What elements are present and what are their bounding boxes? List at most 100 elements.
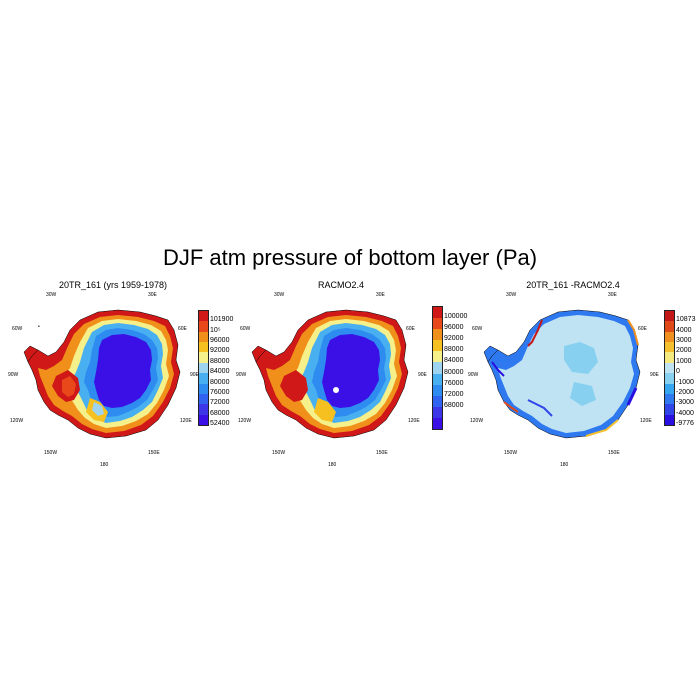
- colorbar-swatch: [665, 393, 674, 405]
- colorbar-label: -9776: [676, 420, 694, 427]
- colorbar-swatch: [199, 342, 208, 353]
- colorbar-label: 100000: [444, 313, 468, 321]
- colorbar-label: 52400: [210, 420, 230, 427]
- lon-label: 30E: [608, 292, 617, 298]
- colorbar-swatch: [199, 311, 208, 322]
- lon-label: 150E: [608, 450, 620, 456]
- lon-label: 90E: [190, 372, 199, 378]
- colorbar-swatch: [433, 318, 442, 330]
- colorbar-label: 80000: [444, 368, 464, 376]
- lon-label: 120W: [470, 418, 484, 424]
- lon-label: 120W: [238, 418, 252, 424]
- colorbar-label: 84000: [444, 357, 464, 365]
- colorbar-label: 84000: [210, 368, 230, 376]
- colorbar-swatch: [665, 311, 674, 322]
- lon-label: 60E: [178, 326, 187, 332]
- colorbar-label: 3000: [676, 337, 692, 345]
- lon-label: 60W: [472, 326, 483, 332]
- colorbar-swatch: [433, 362, 442, 374]
- panel-model: 20TR_161 (yrs 1959-1978) • 30W 30E 60W 6…: [8, 276, 234, 468]
- panel-racmo: RACMO2.4 30W 30E 60W 60E 90W 90E 120W 12…: [236, 276, 467, 468]
- colorbar-swatch: [665, 383, 674, 394]
- colorbar-swatch: [199, 373, 208, 384]
- colorbar-swatch: [199, 321, 208, 332]
- lon-label: 60W: [12, 326, 23, 332]
- colorbar-label: -4000: [676, 409, 694, 417]
- colorbar-label: -2000: [676, 388, 694, 396]
- lon-label: 180: [560, 462, 569, 468]
- colorbar-label: 101900: [210, 316, 234, 324]
- colorbar-label: 96000: [444, 324, 464, 332]
- lon-label: 60E: [406, 326, 415, 332]
- colorbar-label: 88000: [444, 346, 464, 354]
- colorbar-swatches: [664, 310, 675, 426]
- colorbar-swatch: [665, 352, 674, 363]
- lon-label: 90W: [236, 372, 247, 378]
- lon-label: 180: [100, 462, 109, 468]
- colorbar-swatch: [433, 373, 442, 385]
- colorbar-swatch: [433, 395, 442, 407]
- colorbar-swatch: [433, 417, 442, 429]
- lon-label: 120E: [180, 418, 192, 424]
- colorbar-swatch: [199, 331, 208, 343]
- colorbar-label: 2000: [676, 347, 692, 355]
- colorbar-swatch: [199, 414, 208, 425]
- colorbar-label: 72000: [210, 399, 230, 407]
- colorbar-swatch: [433, 406, 442, 418]
- lon-label: 150W: [272, 450, 286, 456]
- antarctica-map-model: •: [23, 309, 181, 439]
- lon-label: 150E: [376, 450, 388, 456]
- colorbar-label: 80000: [210, 378, 230, 386]
- lon-label: 30W: [506, 292, 517, 298]
- panel-title: 20TR_161 -RACMO2.4: [526, 280, 620, 290]
- lon-label: 30E: [376, 292, 385, 298]
- svg-text:•: •: [38, 324, 40, 330]
- panel-difference: 20TR_161 -RACMO2.4 30W 30E 60W 60E 90W 9…: [468, 276, 696, 468]
- colorbar-label: 88000: [210, 357, 230, 365]
- lon-label: 90W: [468, 372, 479, 378]
- lon-label: 180: [328, 462, 337, 468]
- lon-label: 90E: [650, 372, 659, 378]
- colorbar-label: 68000: [444, 401, 464, 409]
- colorbar-swatch: [199, 383, 208, 394]
- lon-label: 60E: [638, 326, 647, 332]
- lon-label: 120W: [10, 418, 24, 424]
- colorbar-swatch: [433, 340, 442, 352]
- lon-label: 150E: [148, 450, 160, 456]
- colorbar-label: 96000: [210, 337, 230, 345]
- colorbar-swatch: [199, 393, 208, 405]
- colorbar-label: 76000: [210, 388, 230, 396]
- colorbar-label: 1000: [676, 357, 692, 365]
- lon-label: 30E: [148, 292, 157, 298]
- colorbar-swatches: [198, 310, 209, 426]
- colorbar-label: 92000: [444, 335, 464, 343]
- colorbar-swatch: [433, 307, 442, 319]
- colorbar-swatch: [199, 352, 208, 363]
- colorbar-swatch: [665, 331, 674, 343]
- colorbar-label: 0: [676, 368, 680, 376]
- colorbar-swatch: [433, 384, 442, 396]
- colorbar-swatch: [199, 404, 208, 415]
- colorbar-swatch: [665, 404, 674, 415]
- colorbar-label: 68000: [210, 409, 230, 417]
- colorbar-label: 76000: [444, 379, 464, 387]
- colorbar-label: 92000: [210, 347, 230, 355]
- lon-label: 120E: [640, 418, 652, 424]
- colorbar-label: -1000: [676, 378, 694, 386]
- lon-label: 60W: [240, 326, 251, 332]
- colorbar-swatch: [665, 414, 674, 425]
- map-fill: [251, 309, 409, 439]
- colorbar-swatch: [665, 373, 674, 384]
- map-fill: [23, 309, 181, 439]
- colorbar-swatches: [432, 306, 443, 430]
- antarctica-map-racmo: [251, 309, 409, 439]
- panel-title: RACMO2.4: [317, 280, 364, 290]
- colorbar-swatch: [665, 321, 674, 332]
- colorbar-swatch: [433, 351, 442, 363]
- colorbar-swatch: [665, 342, 674, 353]
- map-fill: [483, 309, 641, 439]
- antarctica-map-difference: [483, 309, 641, 439]
- lon-label: 30W: [274, 292, 285, 298]
- lon-label: 150W: [504, 450, 518, 456]
- colorbar-label: 10873: [676, 316, 696, 324]
